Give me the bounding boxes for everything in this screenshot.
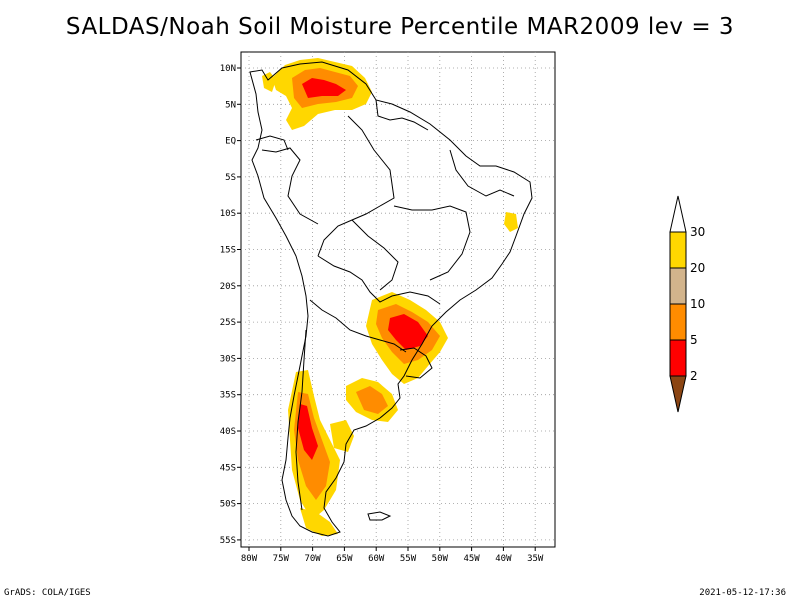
legend-level-label: 30	[690, 225, 705, 239]
legend-swatch	[669, 231, 687, 269]
legend-swatch	[669, 267, 687, 305]
coastlines	[249, 61, 533, 537]
lat-tick-label: 30S	[220, 354, 236, 364]
longitude-labels: 80W 75W 70W 65W 60W 55W 50W 45W 40W 35W	[241, 547, 544, 564]
shade-patagonia-east	[330, 420, 354, 452]
lat-tick-label: EQ	[225, 137, 236, 147]
border-andes	[317, 255, 441, 305]
shade-venezuela-red	[302, 78, 346, 98]
lat-tick-label: 25S	[220, 318, 236, 328]
footer-credit: GrADS: COLA/IGES	[4, 588, 91, 598]
map-title: SALDAS/Noah Soil Moisture Percentile MAR…	[65, 14, 735, 40]
lat-tick-label: 15S	[220, 246, 236, 256]
lon-tick-label: 45W	[463, 554, 480, 564]
color-legend: 30 20 10 5 2	[669, 195, 705, 413]
legend-level-label: 5	[690, 333, 698, 347]
lon-tick-label: 50W	[432, 554, 449, 564]
lat-tick-label: 10S	[220, 209, 236, 219]
lon-tick-label: 35W	[527, 554, 544, 564]
legend-triangle-top	[669, 195, 687, 233]
border-colombia-peru	[261, 147, 319, 225]
lat-tick-label: 40S	[220, 427, 236, 437]
map-frame	[240, 51, 556, 548]
border-bolivia	[351, 219, 399, 291]
legend-triangle-bottom	[669, 375, 687, 413]
shade-nw-coast	[262, 72, 276, 92]
legend-level-label: 20	[690, 261, 705, 275]
footer-timestamp: 2021-05-12-17:36	[699, 588, 786, 598]
shade-bahia	[504, 212, 518, 232]
shade-paraguay-red	[388, 314, 428, 350]
lat-tick-label: 35S	[220, 391, 236, 401]
lon-tick-label: 75W	[273, 554, 290, 564]
border-brazil-west	[317, 115, 395, 257]
lat-tick-label: 10N	[220, 64, 236, 74]
border-brazil-inner	[393, 205, 471, 281]
lon-tick-label: 40W	[495, 554, 512, 564]
shade-pampas-orange	[356, 386, 388, 414]
border-argentina	[309, 299, 407, 353]
lon-tick-label: 70W	[304, 554, 321, 564]
lat-tick-label: 5N	[225, 100, 236, 110]
lat-tick-label: 50S	[220, 500, 236, 510]
border-guianas	[375, 99, 429, 131]
latitude-labels: 10N 5N EQ 5S 10S 15S 20S 25S 30S 35S 40S 45S 50S 55S	[220, 64, 241, 546]
lat-tick-label: 5S	[225, 173, 236, 183]
legend-level-label: 10	[690, 297, 705, 311]
border-chile	[295, 329, 307, 511]
shade-tierra	[300, 508, 338, 536]
lon-tick-label: 55W	[400, 554, 417, 564]
lat-tick-label: 20S	[220, 282, 236, 292]
border-uruguay	[399, 347, 433, 379]
falklands	[367, 511, 392, 521]
border-ecuador	[255, 135, 289, 151]
lon-tick-label: 60W	[368, 554, 385, 564]
border-brazil-ne	[449, 149, 515, 197]
continent-outline	[249, 61, 533, 537]
legend-level-label: 2	[690, 369, 698, 383]
legend-swatch	[669, 303, 687, 341]
shade-andes-red	[298, 404, 318, 460]
lon-tick-label: 65W	[336, 554, 353, 564]
lat-tick-label: 45S	[220, 463, 236, 473]
legend-swatch	[669, 339, 687, 377]
percentile-shading	[262, 58, 518, 536]
lat-tick-label: 55S	[220, 536, 236, 546]
lon-tick-label: 80W	[241, 554, 258, 564]
